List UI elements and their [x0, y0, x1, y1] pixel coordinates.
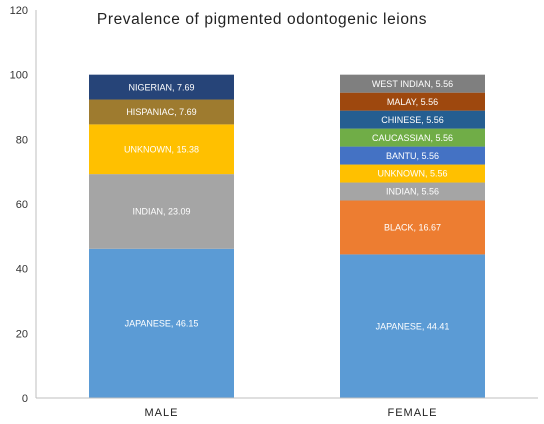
- bars: JAPANESE, 46.15 INDIAN, 23.09 UNKNOWN, 15.…: [89, 74, 485, 398]
- x-axis: MALE FEMALE: [36, 397, 538, 419]
- segment-label: INDIAN, 23.09: [132, 207, 190, 217]
- bar-segment: [89, 248, 234, 398]
- segment-label: UNKNOWN, 5.56: [377, 169, 447, 179]
- bar-male: JAPANESE, 46.15 INDIAN, 23.09 UNKNOWN, 15.…: [89, 74, 234, 398]
- chart-title: Prevalence of pigmented odontogenic leio…: [97, 11, 427, 28]
- y-tick-label: 0: [22, 393, 28, 405]
- y-axis: 0 20 40 60 80 100 120: [10, 5, 37, 405]
- x-category-label: FEMALE: [387, 407, 437, 419]
- bar-segment: [340, 128, 485, 147]
- segment-label: BLACK, 16.67: [384, 223, 441, 233]
- bar-segment: [340, 74, 485, 93]
- y-tick-label: 80: [16, 134, 28, 146]
- x-category-label: MALE: [145, 407, 179, 419]
- bar-segment: [89, 74, 234, 100]
- y-tick-label: 120: [10, 5, 28, 17]
- segment-label: CHINESE, 5.56: [381, 115, 444, 125]
- segment-label: JAPANESE, 44.41: [376, 321, 450, 331]
- bar-female: JAPANESE, 44.41 BLACK, 16.67 INDIAN, 5.56 U…: [340, 74, 485, 398]
- y-tick-label: 20: [16, 328, 28, 340]
- bar-segment: [340, 92, 485, 111]
- bar-segment: [340, 110, 485, 129]
- segment-label: BANTU, 5.56: [386, 151, 439, 161]
- y-tick-label: 60: [16, 199, 28, 211]
- y-tick-label: 100: [10, 70, 28, 82]
- segment-label: HISPANIAC, 7.69: [126, 107, 196, 117]
- bar-segment: [89, 99, 234, 125]
- bar-segment: [340, 146, 485, 165]
- bar-segment: [89, 174, 234, 249]
- bar-segment: [340, 164, 485, 183]
- bar-segment: [89, 124, 234, 175]
- bar-segment: [340, 182, 485, 201]
- segment-label: WEST INDIAN, 5.56: [372, 79, 453, 89]
- segment-label: MALAY, 5.56: [387, 97, 438, 107]
- bar-segment: [340, 200, 485, 255]
- segment-label: INDIAN, 5.56: [386, 187, 439, 197]
- segment-label: NIGERIAN, 7.69: [128, 82, 194, 92]
- segment-label: UNKNOWN, 15.38: [124, 144, 199, 154]
- bar-segment: [340, 254, 485, 398]
- segment-label: CAUCASSIAN, 5.56: [372, 133, 453, 143]
- segment-label: JAPANESE, 46.15: [125, 319, 199, 329]
- y-tick-label: 40: [16, 264, 28, 276]
